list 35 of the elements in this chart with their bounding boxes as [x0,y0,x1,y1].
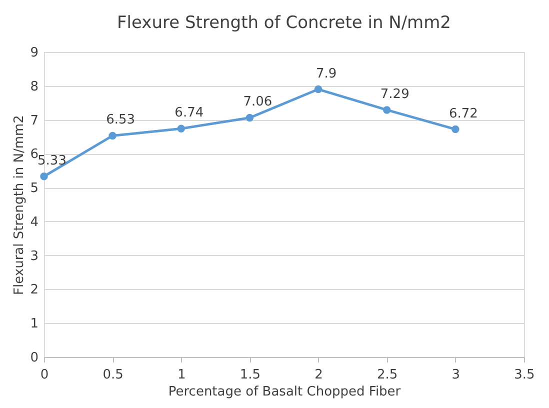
point [314,85,322,94]
x-tick-label: 0.5 [102,368,124,382]
x-tick-label: 1 [178,368,186,382]
data-label: 6.72 [448,106,478,122]
chart-title: Flexure Strength of Concrete in N/mm2 [117,13,451,33]
point [246,114,254,122]
data-label: 7.06 [243,94,272,110]
y-tick-label: 7 [30,113,38,128]
y-tick-label: 0 [30,350,38,366]
x-tick-label: 2 [314,368,323,382]
x-axis-title: Percentage of Basalt Chopped Fiber [168,384,402,400]
x-tick-label: 2.5 [377,368,398,382]
point [452,125,460,134]
x-tick-label: 1.5 [240,368,261,382]
y-tick-label: 3 [30,248,38,264]
data-label: 7.9 [316,66,337,82]
point [40,172,48,180]
data-label: 5.33 [38,153,66,168]
y-tick-label: 6 [30,147,38,162]
point [108,132,116,140]
x-tick-label: 3.5 [514,368,535,382]
y-axis-title: Flexural Strength in N/mm2 [12,115,28,295]
y-tick-label: 5 [30,181,38,196]
y-tick-label: 2 [30,282,38,298]
y-tick-label: 9 [30,46,38,60]
x-tick-label: 0 [40,368,49,382]
x-tick-label: 3 [452,368,460,382]
y-tick-label: 1 [30,316,38,332]
data-label: 6.53 [106,112,136,128]
data-label: 7.29 [380,86,410,102]
y-tick-label: 8 [30,79,38,94]
point [177,124,186,132]
point [382,106,391,114]
data-label: 6.74 [174,106,204,121]
y-tick-label: 4 [30,214,38,230]
